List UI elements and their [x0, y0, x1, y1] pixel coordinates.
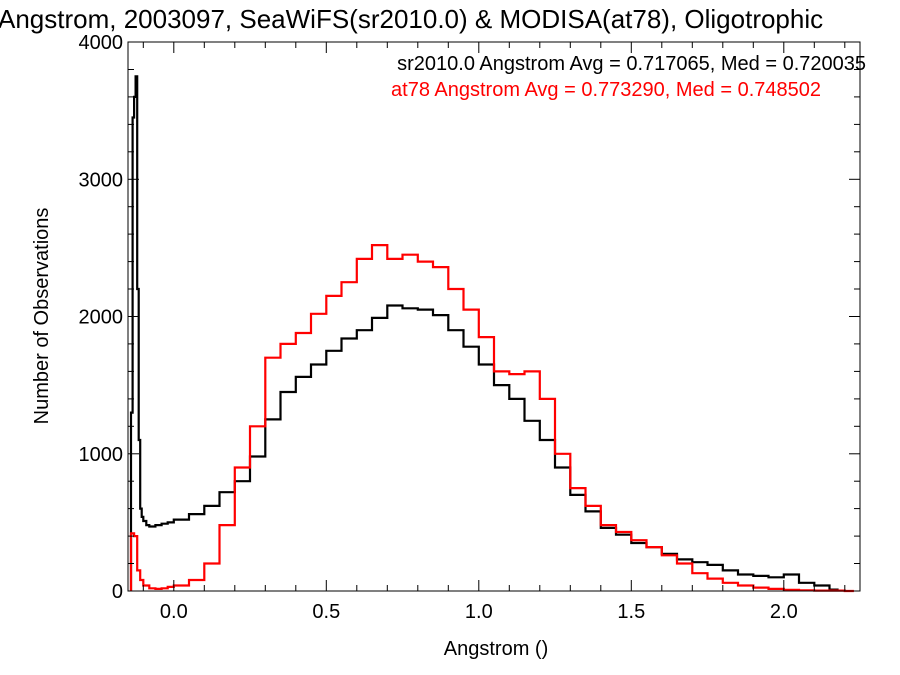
series-line-at78: [129, 244, 854, 593]
y-tick-label: 1000: [79, 444, 124, 466]
legend-entry-at78: at78 Angstrom Avg = 0.773290, Med = 0.74…: [391, 79, 821, 101]
x-tick-label: 0.5: [312, 601, 340, 623]
series-line-sr2010-0: [129, 75, 839, 591]
y-tick-label: 3000: [79, 169, 124, 191]
x-tick-label: 1.5: [617, 601, 645, 623]
x-tick-label: 2.0: [770, 601, 798, 623]
legend: sr2010.0 Angstrom Avg = 0.717065, Med = …: [391, 53, 866, 101]
y-axis: 0 1000 2000 3000 4000: [79, 32, 860, 603]
y-axis-label: Number of Observations: [31, 208, 53, 425]
series-layer: [129, 75, 854, 593]
x-tick-label: 1.0: [465, 601, 493, 623]
chart-title: Angstrom, 2003097, SeaWiFS(sr2010.0) & M…: [0, 4, 823, 34]
x-axis-label: Angstrom (): [444, 638, 548, 660]
y-tick-label: 4000: [79, 32, 124, 54]
x-tick-label: 0.0: [160, 601, 188, 623]
legend-entry-sr2010: sr2010.0 Angstrom Avg = 0.717065, Med = …: [397, 53, 866, 75]
y-tick-label: 2000: [79, 307, 124, 329]
y-tick-label: 0: [112, 581, 123, 603]
x-axis: 0.0 0.5 1.0 1.5 2.0: [142, 42, 846, 623]
